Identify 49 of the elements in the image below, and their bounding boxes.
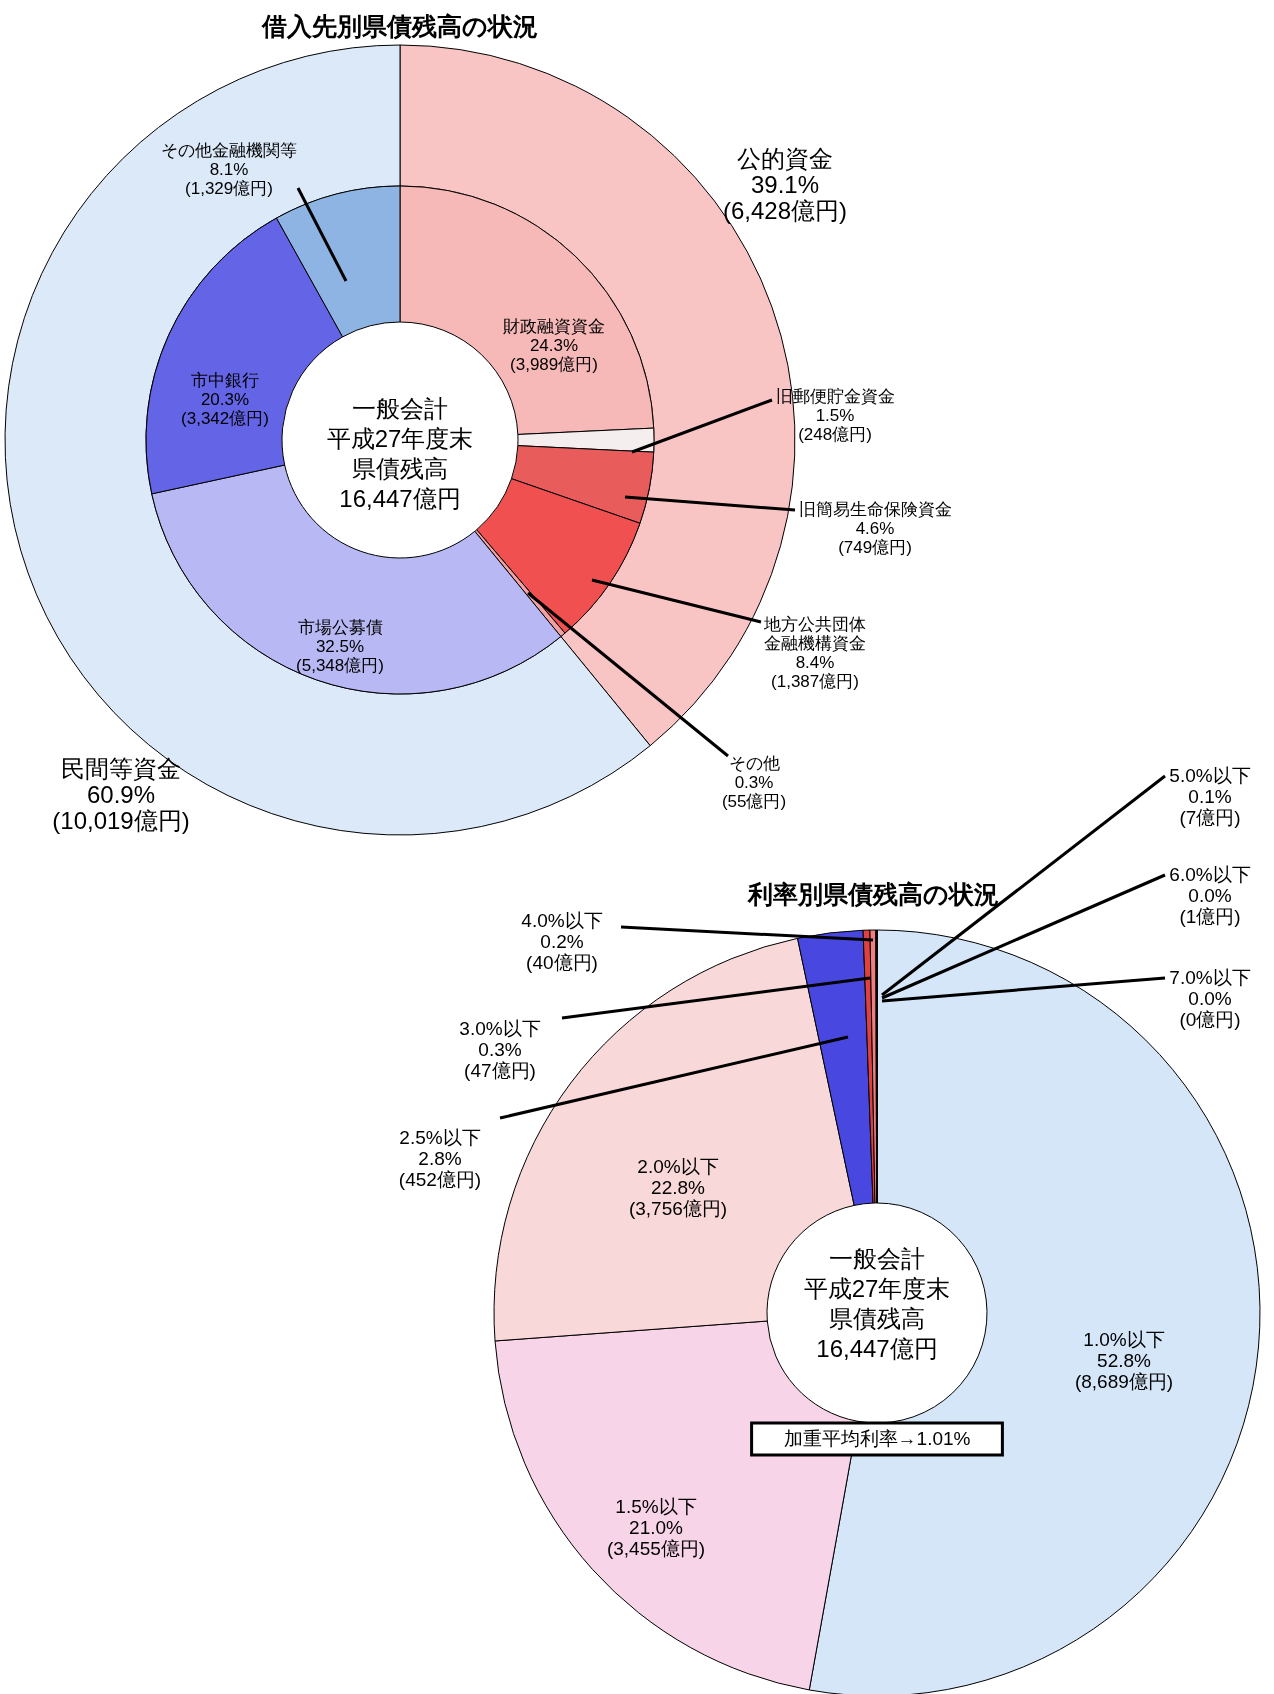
data-label: 60.9% (10,019億円)	[52, 781, 190, 834]
text: 県債残高	[829, 1305, 925, 1332]
slice-label: 公的資金	[737, 145, 833, 172]
text: 0.0% (0億円)	[1179, 988, 1241, 1030]
text: 加重平均利率→1.01%	[783, 1428, 971, 1449]
text: 16,447億円	[816, 1335, 938, 1362]
text: 県債残高	[352, 455, 448, 482]
data-label: 1.5% (248億円)	[798, 406, 872, 444]
data-label: 20.3% (3,342億円)	[181, 390, 269, 428]
slice-label: 財政融資資金	[503, 317, 605, 336]
data-label: 24.3% (3,989億円)	[510, 336, 598, 374]
slice-label: 地方公共団体金融機構資金	[763, 615, 866, 653]
slice-label: 5.0%以下	[1169, 765, 1251, 786]
data-label: 8.4% (1,387億円)	[771, 653, 859, 691]
slice-label: 旧郵便貯金資金	[775, 387, 895, 406]
text: 平成27年度末	[326, 425, 474, 452]
slice-label: 旧簡易生命保険資金	[798, 500, 952, 519]
slice-label: その他金融機関等	[161, 141, 297, 160]
data-label: 39.1% (6,428億円)	[722, 171, 848, 224]
slice-label: 2.5%以下	[399, 1127, 481, 1148]
data-label: 8.1% (1,329億円)	[185, 160, 273, 198]
chart-title: 借入先別県債残高の状況	[261, 12, 538, 40]
data-label: 32.5% (5,348億円)	[296, 637, 384, 675]
slice-label: 市中銀行	[191, 371, 259, 390]
text: 一般会計	[352, 395, 448, 422]
slice-label: 3.0%以下	[459, 1018, 541, 1039]
data-label: 52.8% (8,689億円)	[1074, 1350, 1174, 1392]
slice-label: 1.0%以下	[1083, 1329, 1165, 1350]
slice-label: 市場公募債	[297, 618, 383, 637]
category-label: 7.0%以下	[1169, 967, 1251, 988]
slice-label: 1.5%以下	[615, 1496, 697, 1517]
data-label: 0.0% (1億円)	[1179, 885, 1241, 927]
data-label: 4.6% (749億円)	[838, 519, 912, 557]
text: 利率別県債残高の状況	[746, 880, 999, 908]
data-label: 0.1% (7億円)	[1179, 786, 1241, 828]
data-label: 0.3% (55億円)	[721, 773, 787, 811]
data-label: 0.2% (40億円)	[526, 931, 598, 973]
text: 16,447億円	[339, 485, 461, 512]
data-label: 2.8% (452億円)	[398, 1148, 482, 1190]
text: 一般会計	[829, 1245, 925, 1272]
data-label: 21.0% (3,455億円)	[606, 1517, 706, 1559]
slice-label: 4.0%以下	[521, 910, 603, 931]
data-label: 22.8% (3,756億円)	[628, 1177, 728, 1219]
slice-label: 6.0%以下	[1169, 864, 1251, 885]
slice-label: 民間等資金	[61, 755, 181, 782]
slice-label: 2.0%以下	[637, 1156, 719, 1177]
text: 平成27年度末	[803, 1275, 951, 1302]
slice-label: その他	[728, 754, 780, 773]
data-label: 0.3% (47億円)	[464, 1039, 536, 1081]
